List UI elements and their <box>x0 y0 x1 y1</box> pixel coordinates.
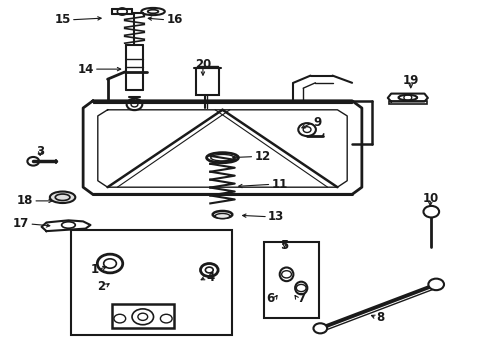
Bar <box>71 230 232 335</box>
Text: 15: 15 <box>55 13 71 26</box>
Text: 20: 20 <box>194 58 211 71</box>
Circle shape <box>427 279 443 290</box>
Circle shape <box>313 323 326 333</box>
Ellipse shape <box>215 213 229 219</box>
Text: 6: 6 <box>266 292 274 305</box>
Text: 14: 14 <box>78 63 94 76</box>
Text: 5: 5 <box>280 239 288 252</box>
Text: 4: 4 <box>206 271 214 284</box>
Bar <box>264 242 318 318</box>
Circle shape <box>423 206 438 217</box>
Text: 19: 19 <box>402 75 418 87</box>
Text: 18: 18 <box>17 194 33 207</box>
Text: 7: 7 <box>297 292 305 305</box>
Text: 13: 13 <box>267 210 284 223</box>
Text: 8: 8 <box>376 311 384 324</box>
Text: 17: 17 <box>13 217 29 230</box>
Text: 11: 11 <box>271 178 287 191</box>
Bar <box>112 304 173 328</box>
Text: 12: 12 <box>254 150 270 163</box>
Bar <box>195 68 219 95</box>
Bar <box>388 101 427 104</box>
Text: 10: 10 <box>421 192 438 205</box>
Text: 16: 16 <box>166 13 182 26</box>
Ellipse shape <box>50 192 75 203</box>
Text: 1: 1 <box>90 263 99 276</box>
Text: 9: 9 <box>312 116 321 129</box>
Text: 2: 2 <box>97 280 105 293</box>
Text: 3: 3 <box>36 145 44 158</box>
